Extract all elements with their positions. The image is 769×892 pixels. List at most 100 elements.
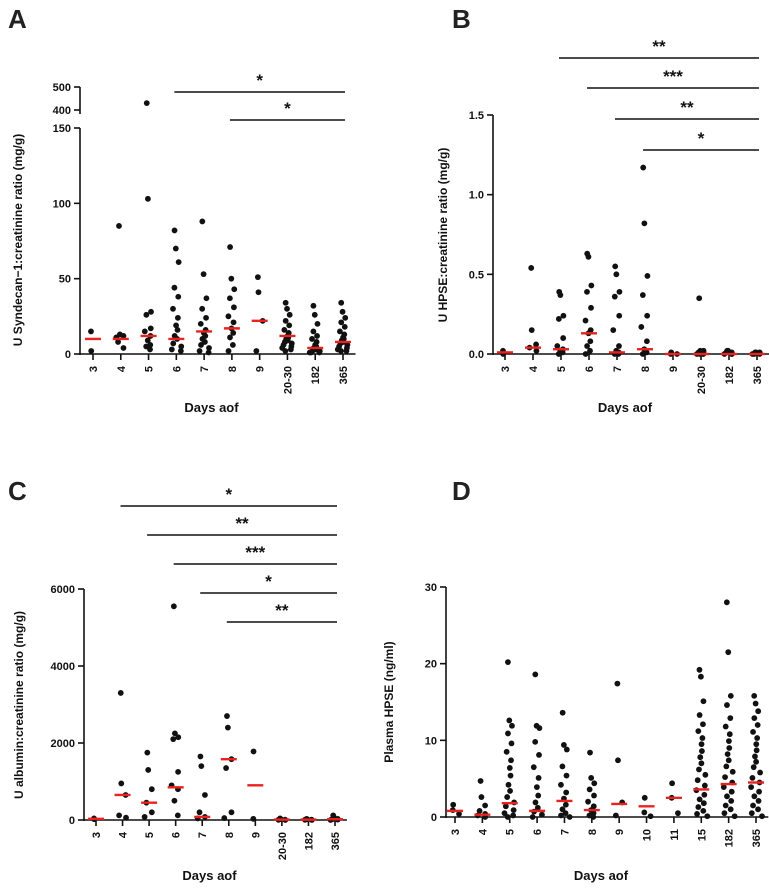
- data-point: [171, 284, 178, 291]
- data-point: [536, 752, 542, 758]
- significance-label: **: [680, 98, 694, 117]
- y-tick-label: 1.5: [469, 110, 484, 122]
- data-point: [143, 100, 150, 106]
- data-point: [225, 348, 232, 354]
- data-point: [698, 760, 705, 767]
- significance-label: *: [698, 129, 705, 148]
- x-tick-label: 20-30: [282, 366, 294, 394]
- data-point: [286, 311, 293, 318]
- data-point: [726, 745, 733, 751]
- data-point: [613, 271, 620, 278]
- data-point: [504, 814, 511, 820]
- x-tick-label: 7: [199, 366, 211, 372]
- data-point: [559, 763, 566, 770]
- data-point: [88, 348, 95, 354]
- x-tick-label: 15: [696, 829, 708, 841]
- x-tick-label: 10: [642, 829, 654, 841]
- x-tick-label: 4: [528, 365, 540, 372]
- data-point: [116, 223, 122, 229]
- data-point: [170, 603, 177, 610]
- data-point: [727, 692, 734, 699]
- data-point: [177, 348, 184, 354]
- data-point: [338, 319, 345, 326]
- data-point: [482, 802, 489, 809]
- data-point: [174, 812, 181, 819]
- data-point: [170, 340, 177, 347]
- data-point: [171, 797, 178, 804]
- data-point: [311, 311, 318, 318]
- data-point: [505, 659, 511, 666]
- data-point: [701, 782, 708, 789]
- x-tick-label: 3: [91, 832, 103, 838]
- data-point: [198, 763, 205, 769]
- data-point: [339, 308, 346, 315]
- x-tick-label: 4: [118, 831, 130, 838]
- data-point: [254, 274, 261, 281]
- data-point: [196, 809, 203, 816]
- data-point: [168, 346, 175, 353]
- x-tick-label: 6: [584, 366, 596, 372]
- data-point: [170, 305, 176, 312]
- data-point: [306, 349, 313, 356]
- data-point: [198, 342, 204, 348]
- x-tick-label: 3: [500, 366, 512, 372]
- data-point: [700, 800, 707, 807]
- x-tick-label: 5: [144, 832, 156, 838]
- data-point: [750, 764, 757, 771]
- data-point: [700, 698, 707, 705]
- data-point: [171, 227, 178, 234]
- y-tick-label: 150: [53, 123, 71, 135]
- data-point: [726, 738, 732, 744]
- data-point: [755, 806, 761, 813]
- significance-label: *: [284, 99, 291, 118]
- y-tick-label: 30: [425, 582, 437, 594]
- data-point: [225, 313, 232, 320]
- x-tick-label: 11: [669, 829, 681, 841]
- significance-label: **: [652, 37, 666, 56]
- data-point: [229, 342, 236, 348]
- significance-label: *: [265, 572, 272, 591]
- data-point: [696, 766, 702, 773]
- data-point: [749, 775, 756, 781]
- x-tick-label: 5: [505, 829, 517, 835]
- data-point: [586, 786, 593, 793]
- data-point: [560, 742, 567, 748]
- data-point: [695, 804, 702, 810]
- data-point: [341, 323, 348, 330]
- y-axis-label: U HPSE:creatinine ratio (mg/g): [436, 148, 450, 323]
- data-point: [281, 326, 288, 333]
- data-point: [615, 757, 621, 764]
- data-point: [759, 813, 765, 820]
- data-point: [338, 299, 345, 306]
- data-point: [224, 713, 230, 719]
- data-point: [504, 794, 511, 800]
- data-point: [478, 794, 485, 800]
- data-point: [614, 680, 621, 687]
- panel-letter-d: D: [452, 476, 471, 506]
- significance-label: ***: [245, 543, 265, 562]
- data-point: [724, 793, 730, 800]
- data-point: [700, 721, 706, 728]
- data-point: [144, 337, 151, 344]
- data-point: [539, 811, 545, 818]
- data-point: [694, 811, 700, 817]
- data-point: [748, 810, 755, 817]
- data-point: [582, 351, 589, 357]
- data-point: [566, 814, 573, 820]
- data-point: [227, 244, 233, 250]
- data-point: [560, 312, 567, 319]
- data-point: [751, 715, 758, 721]
- data-point: [148, 786, 155, 793]
- data-point: [510, 807, 517, 813]
- y-tick-label: 0: [69, 815, 75, 827]
- data-point: [721, 810, 728, 817]
- data-point: [508, 740, 515, 747]
- data-point: [231, 304, 237, 311]
- data-point: [255, 289, 262, 296]
- data-point: [231, 286, 238, 293]
- data-point: [750, 802, 756, 809]
- data-point: [727, 806, 734, 813]
- data-point: [554, 343, 561, 349]
- data-point: [203, 295, 210, 302]
- data-point: [704, 813, 711, 820]
